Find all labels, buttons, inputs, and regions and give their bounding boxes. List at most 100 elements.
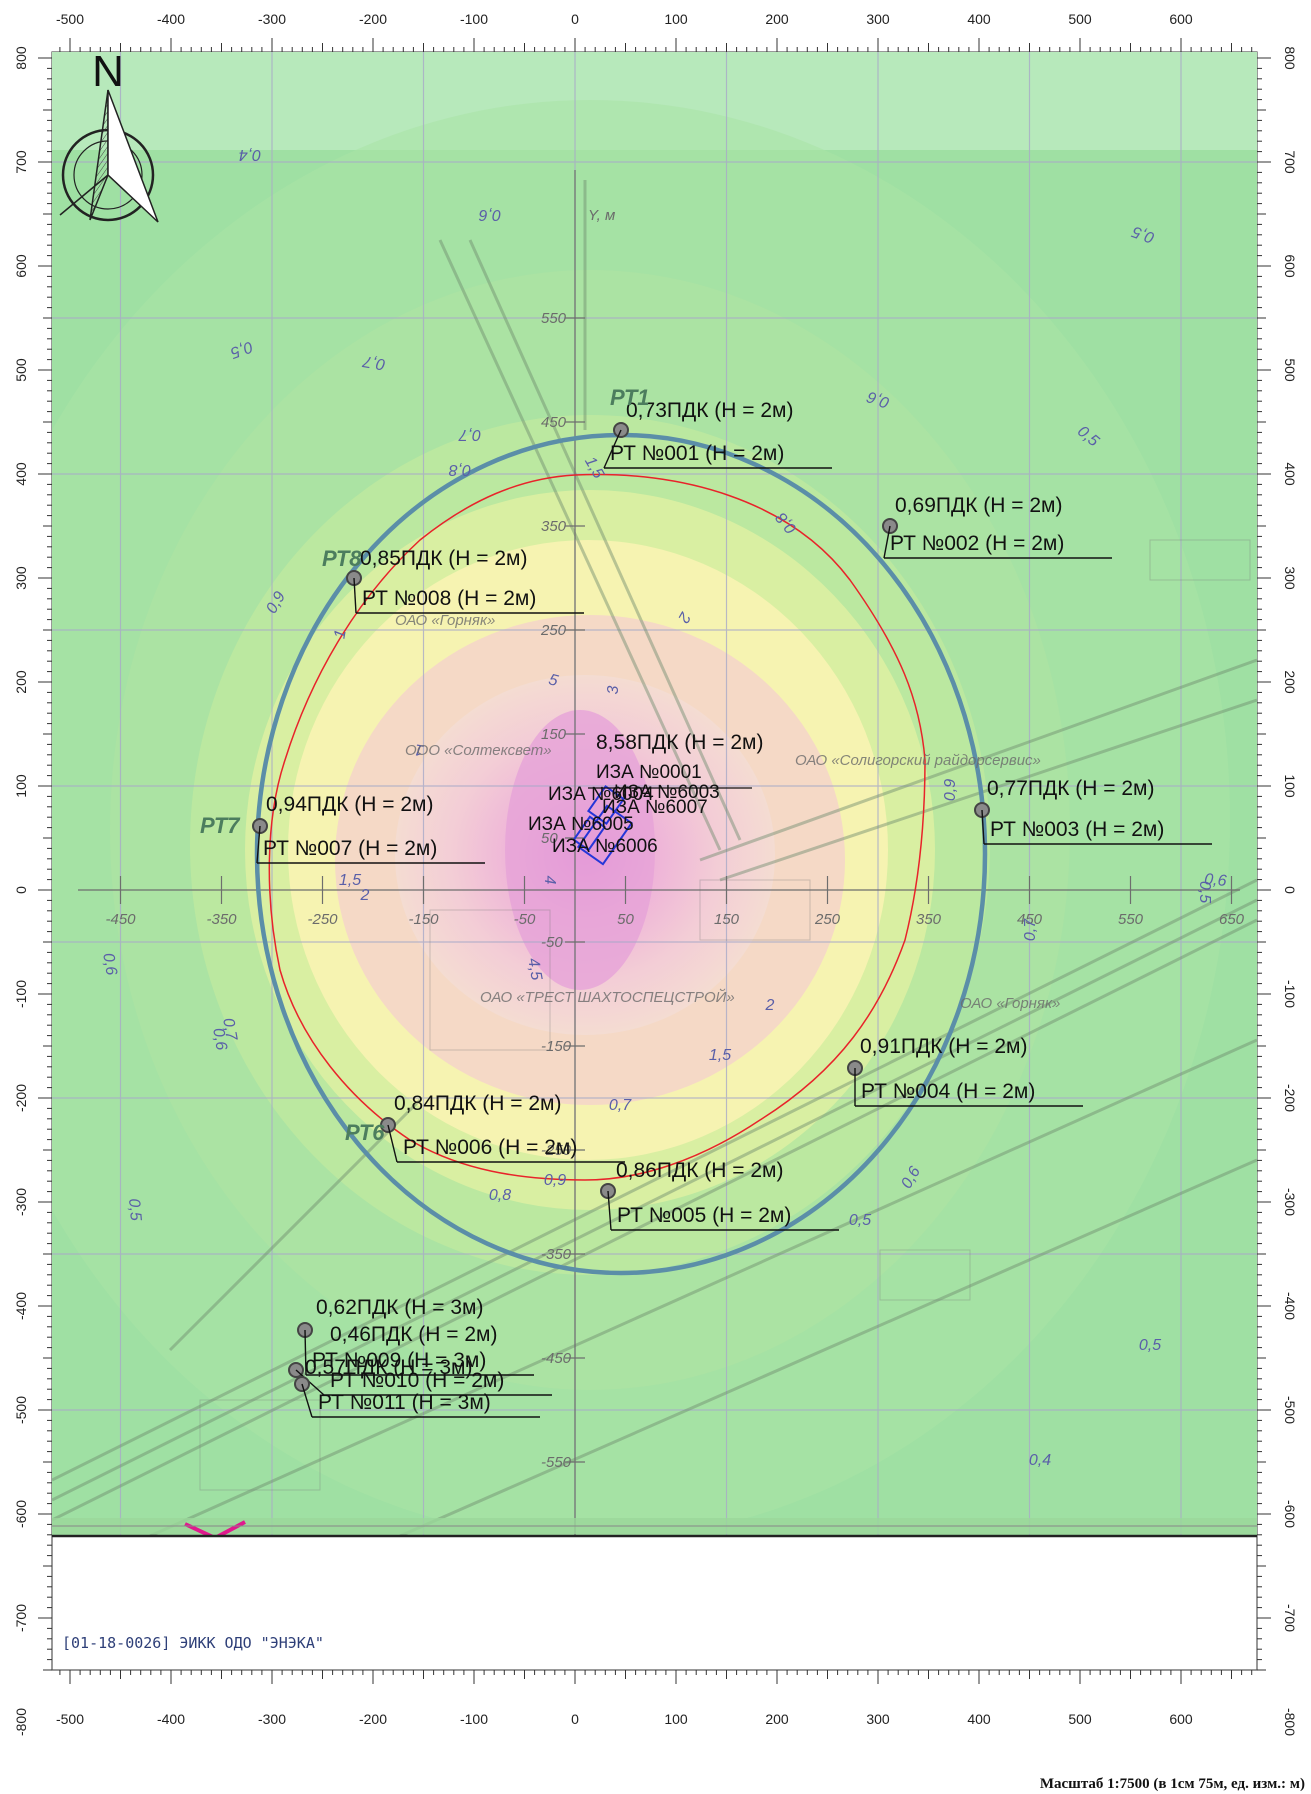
calc-point-label: РТ №009 (Н = 3м) (312, 1349, 486, 1372)
contour-label: 5 (547, 671, 560, 690)
contour-label: 1 (331, 628, 349, 640)
calc-point[interactable]: 0,69ПДК (Н = 2м) РТ №002 (Н = 2м) (882, 494, 1112, 559)
map-object-label: ОАО «Горняк» (960, 995, 1060, 1012)
map-object-label: ООО «Солтексвет» (405, 742, 552, 759)
inner-x-label: 650 (1219, 911, 1245, 928)
ruler-left-label: 0 (13, 886, 29, 894)
inner-x-label: -50 (514, 911, 536, 928)
inner-x-label: -350 (206, 911, 237, 928)
calc-point-name: РТ6 (345, 1120, 385, 1145)
ruler-left-label: -200 (13, 1084, 29, 1112)
ruler-top-label: 600 (1169, 11, 1193, 27)
calc-point[interactable]: 0,46ПДК (Н = 2м) РТ №010 (Н = 2м) (288, 1323, 552, 1396)
calc-point-value: 0,46ПДК (Н = 2м) (330, 1323, 497, 1346)
ruler-left-label: -500 (13, 1396, 29, 1424)
ruler-top-label: -300 (258, 11, 286, 27)
contour-label: 2 (360, 887, 370, 904)
calc-point-value: 0,62ПДК (Н = 3м) (316, 1296, 483, 1319)
ruler-right-label: -200 (1282, 1084, 1298, 1112)
ruler-bottom-label: -100 (460, 1711, 488, 1727)
calc-point[interactable]: 0,86ПДК (Н = 2м) РТ №005 (Н = 2м) (600, 1159, 839, 1231)
calc-point-value: 0,86ПДК (Н = 2м) (616, 1159, 783, 1182)
calc-point[interactable]: 0,84ПДК (Н = 2м) РТ №006 (Н = 2м) РТ6 (345, 1092, 625, 1163)
ruler-left-label: 100 (13, 774, 29, 798)
ruler-right-label: 500 (1282, 358, 1298, 382)
contour-label: 0,4 (1029, 1452, 1051, 1469)
calc-point[interactable]: 0,62ПДК (Н = 3м) РТ №009 (Н = 3м) (297, 1296, 534, 1376)
roads (52, 180, 1257, 1536)
ruler-left-label: 800 (13, 46, 29, 70)
north-needle-right (107, 89, 159, 223)
source-label: ИЗА №6003 (614, 782, 720, 803)
ruler-bottom-label: 500 (1068, 1711, 1092, 1727)
inner-y-label: -150 (541, 1038, 572, 1055)
ruler-bottom-label: -400 (157, 1711, 185, 1727)
calc-point-label: РТ №003 (Н = 2м) (990, 818, 1164, 841)
contour-label: 0,5 (1139, 1337, 1161, 1354)
calculation-points: 0,73ПДК (Н = 2м) РТ №001 (Н = 2м) РТ1 0,69П… (200, 385, 1212, 1418)
ruler-top-label: 200 (765, 11, 789, 27)
calc-point-label: РТ №005 (Н = 2м) (617, 1204, 791, 1227)
inner-x-label: 250 (814, 911, 841, 928)
calc-point-label: РТ №004 (Н = 2м) (861, 1080, 1035, 1103)
contour-label: 0,6 (209, 1027, 230, 1052)
calc-point-value: 0,57ПДК (Н = 3м) (305, 1356, 472, 1379)
inner-x-label: 150 (714, 911, 740, 928)
contour-label: 0,6 (479, 206, 501, 223)
inner-y-label: -450 (541, 1350, 572, 1367)
ruler-bottom-label: 400 (967, 1711, 991, 1727)
ruler-right-label: -300 (1282, 1188, 1298, 1216)
contour-label: 4,5 (524, 957, 545, 982)
contour-label: 0,5 (125, 1198, 144, 1222)
ruler-right-label: -600 (1282, 1500, 1298, 1528)
source-label: ИЗА №6006 (552, 836, 658, 857)
source-label: ИЗА №6005 (528, 814, 634, 835)
ruler-right-label: -100 (1282, 980, 1298, 1008)
max-value-group: 8,58ПДК (Н = 2м) ИЗА №0001 ИЗА №6003 ИЗА… (528, 731, 763, 857)
calc-point-value: 0,69ПДК (Н = 2м) (895, 494, 1062, 517)
calc-point[interactable]: 0,91ПДК (Н = 2м) РТ №004 (Н = 2м) (847, 1035, 1083, 1107)
calc-point-label: РТ №010 (Н = 2м) (330, 1369, 504, 1392)
inner-x-label: 50 (617, 911, 634, 928)
ruler-right-label: 600 (1282, 254, 1298, 278)
calc-point[interactable]: 0,77ПДК (Н = 2м) РТ №003 (Н = 2м) (974, 777, 1212, 845)
contour-label: 0,7 (1022, 918, 1039, 941)
ruler-right-label: 100 (1282, 774, 1298, 798)
contour-label: 0,8 (449, 461, 471, 478)
calc-point-value: 0,73ПДК (Н = 2м) (626, 399, 793, 422)
contour-label: 0,6 (865, 387, 892, 411)
ruler-left-label: -400 (13, 1292, 29, 1320)
calc-point[interactable]: 0,85ПДК (Н = 2м) РТ №008 (Н = 2м)РТ8 (322, 546, 584, 614)
inner-y-label: -50 (541, 934, 563, 951)
ruler-bottom-label: 0 (571, 1711, 579, 1727)
calc-point-label: РТ №011 (Н = 3м) (318, 1391, 491, 1414)
ruler-top-label: -500 (56, 11, 84, 27)
calc-point-value: 0,91ПДК (Н = 2м) (860, 1035, 1027, 1058)
calc-point[interactable]: 0,94ПДК (Н = 2м) РТ №007 (Н = 2м) РТ7 (200, 793, 485, 864)
contour-label: 0,7 (361, 352, 387, 373)
ruler-right-label: 800 (1282, 46, 1298, 70)
calc-point-value: 0,77ПДК (Н = 2м) (987, 777, 1154, 800)
zone-max (505, 710, 655, 990)
contour-label: 1,5 (709, 1047, 731, 1064)
y-axis-name: Y, м (588, 207, 615, 224)
ruler-left-label: -800 (13, 1708, 29, 1736)
calc-point[interactable]: 0,57ПДК (Н = 3м) РТ №011 (Н = 3м) (294, 1356, 540, 1418)
ruler-right-label: 200 (1282, 670, 1298, 694)
coordinate-grid (52, 52, 1257, 1536)
contour-label: 0,5 (1130, 222, 1157, 246)
ruler-left-label: -600 (13, 1500, 29, 1528)
ruler-left-label: -300 (13, 1188, 29, 1216)
ruler-top-label: -200 (359, 11, 387, 27)
ruler-right-label: 300 (1282, 566, 1298, 590)
ruler-left-label: 300 (13, 566, 29, 590)
contour-label: 0,6 (99, 952, 120, 977)
emission-sources (572, 785, 634, 866)
scale-caption: Масштаб 1:7500 (в 1см 75м, ед. изм.: м) (1040, 1776, 1305, 1792)
source-label: ИЗА №6004 (548, 784, 654, 805)
calc-point[interactable]: 0,73ПДК (Н = 2м) РТ №001 (Н = 2м) РТ1 (603, 385, 832, 469)
ruler-right-label: -800 (1282, 1708, 1298, 1736)
contour-label: 0,6 (1204, 871, 1228, 890)
ruler-right-label: -500 (1282, 1396, 1298, 1424)
